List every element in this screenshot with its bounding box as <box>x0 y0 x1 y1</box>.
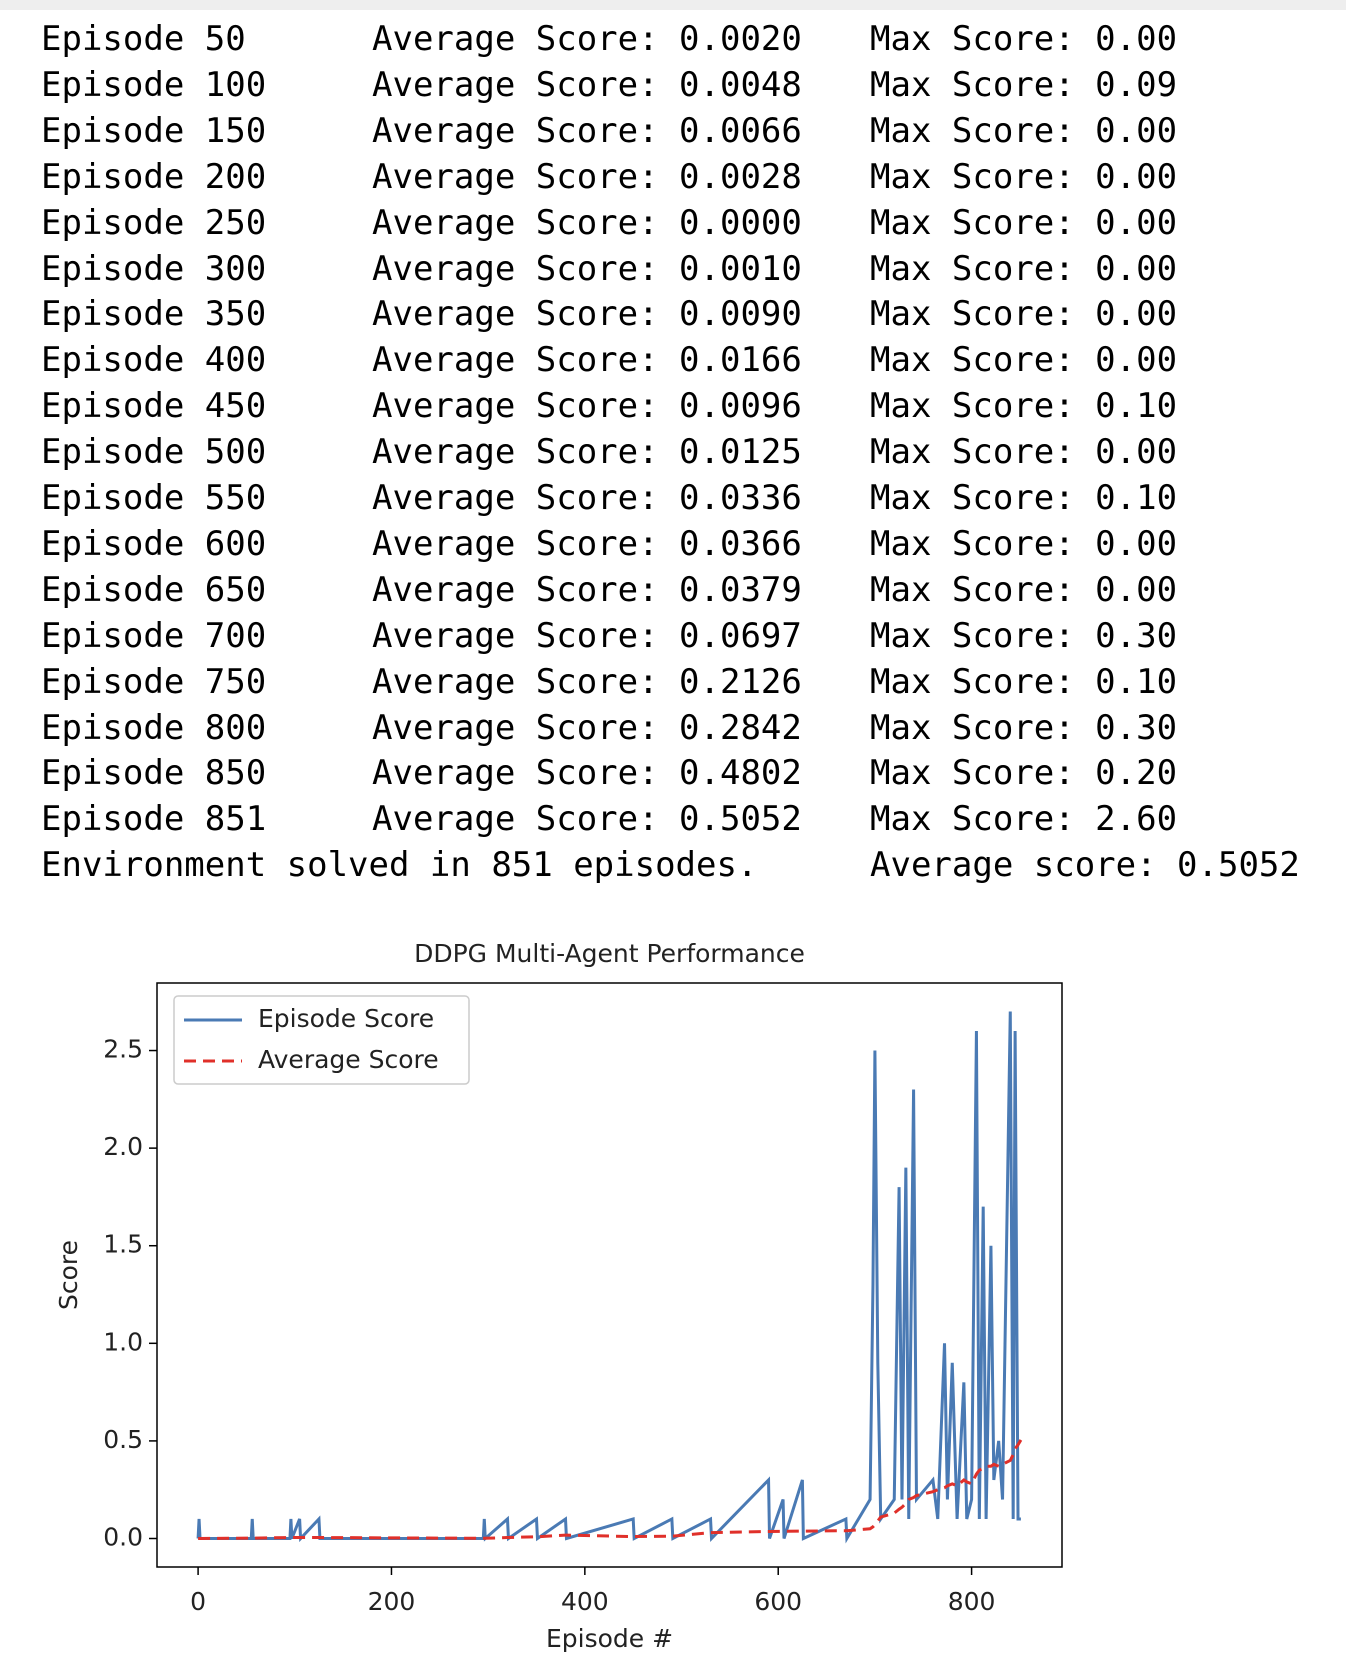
episode: Episode 300 <box>41 248 267 289</box>
y-tick-label: 2.5 <box>103 1035 143 1064</box>
average-score: Average Score: 0.2842 <box>372 707 802 748</box>
episode: Episode 851 <box>41 799 267 840</box>
max-score: Max Score: 0.10 <box>870 661 1178 702</box>
legend-label: Average Score <box>258 1045 439 1074</box>
episode: Episode 700 <box>41 615 267 656</box>
episode: Episode 750 <box>41 661 267 702</box>
average-score: Average Score: 0.0697 <box>372 615 802 656</box>
average-score: Average Score: 0.4802 <box>372 753 802 794</box>
episode: Episode 600 <box>41 523 267 564</box>
max-score: Max Score: 0.00 <box>870 202 1178 243</box>
y-axis-label: Score <box>54 1240 83 1310</box>
solved-average: Average score: 0.5052 <box>870 845 1300 886</box>
max-score: Max Score: 0.00 <box>870 110 1178 151</box>
y-tick-label: 1.0 <box>103 1327 143 1356</box>
average-score: Average Score: 0.0028 <box>372 156 802 197</box>
max-score: Max Score: 0.00 <box>870 569 1178 610</box>
max-score: Max Score: 0.00 <box>870 294 1178 335</box>
cell-top-bar <box>0 0 1346 10</box>
max-score: Max Score: 0.00 <box>870 248 1178 289</box>
average-score: Average Score: 0.0090 <box>372 294 802 335</box>
x-tick-label: 0 <box>190 1587 206 1616</box>
max-score: Max Score: 0.00 <box>870 19 1178 59</box>
average-score: Average Score: 0.0096 <box>372 386 802 427</box>
max-score: Max Score: 0.00 <box>870 156 1178 197</box>
episode: Episode 650 <box>41 569 267 610</box>
average-score: Average Score: 0.0020 <box>372 19 802 59</box>
max-score: Max Score: 0.10 <box>870 386 1178 427</box>
episode: Episode 250 <box>41 202 267 243</box>
solved-message: Environment solved in 851 episodes. <box>41 845 758 886</box>
x-tick-label: 200 <box>368 1587 416 1616</box>
episode: Episode 350 <box>41 294 267 335</box>
episode: Episode 450 <box>41 386 267 427</box>
episode: Episode 200 <box>41 156 267 197</box>
average-score: Average Score: 0.0048 <box>372 64 802 105</box>
y-tick-label: 2.0 <box>103 1132 143 1161</box>
average-score: Average Score: 0.0066 <box>372 110 802 151</box>
episode: Episode 550 <box>41 478 267 518</box>
max-score: Max Score: 0.30 <box>870 615 1178 656</box>
episode: Episode 50 <box>41 19 246 59</box>
plot-frame <box>156 982 1063 1568</box>
series-line <box>198 1439 1023 1540</box>
episode: Episode 100 <box>41 64 267 105</box>
average-score: Average Score: 0.0000 <box>372 202 802 243</box>
x-tick-label: 600 <box>754 1587 802 1616</box>
episode: Episode 150 <box>41 110 267 151</box>
y-tick-label: 1.5 <box>103 1230 143 1259</box>
max-score: Max Score: 0.00 <box>870 432 1178 473</box>
episode: Episode 500 <box>41 432 267 473</box>
average-score: Average Score: 0.0379 <box>372 569 802 610</box>
average-score: Average Score: 0.0366 <box>372 523 802 564</box>
max-score: Max Score: 0.00 <box>870 340 1178 381</box>
episode: Episode 400 <box>41 340 267 381</box>
x-axis-label: Episode # <box>546 1624 673 1653</box>
x-tick-label: 800 <box>948 1587 996 1616</box>
average-score: Average Score: 0.0336 <box>372 478 802 518</box>
average-score: Average Score: 0.0166 <box>372 340 802 381</box>
episode: Episode 800 <box>41 707 267 748</box>
y-tick-label: 0.0 <box>103 1523 143 1552</box>
max-score: Max Score: 0.20 <box>870 753 1178 794</box>
max-score: Max Score: 2.60 <box>870 799 1178 840</box>
max-score: Max Score: 0.00 <box>870 523 1178 564</box>
average-score: Average Score: 0.0010 <box>372 248 802 289</box>
x-tick-label: 400 <box>561 1587 609 1616</box>
legend-box <box>173 995 470 1085</box>
max-score: Max Score: 0.10 <box>870 478 1178 518</box>
episode: Episode 850 <box>41 753 267 794</box>
chart-title: DDPG Multi-Agent Performance <box>414 939 805 968</box>
average-score: Average Score: 0.2126 <box>372 661 802 702</box>
average-score: Average Score: 0.0125 <box>372 432 802 473</box>
max-score: Max Score: 0.09 <box>870 64 1178 105</box>
y-tick-label: 0.5 <box>103 1425 143 1454</box>
average-score: Average Score: 0.5052 <box>372 799 802 840</box>
series-line <box>196 1011 1021 1544</box>
max-score: Max Score: 0.30 <box>870 707 1178 748</box>
legend-label: Episode Score <box>258 1004 434 1033</box>
